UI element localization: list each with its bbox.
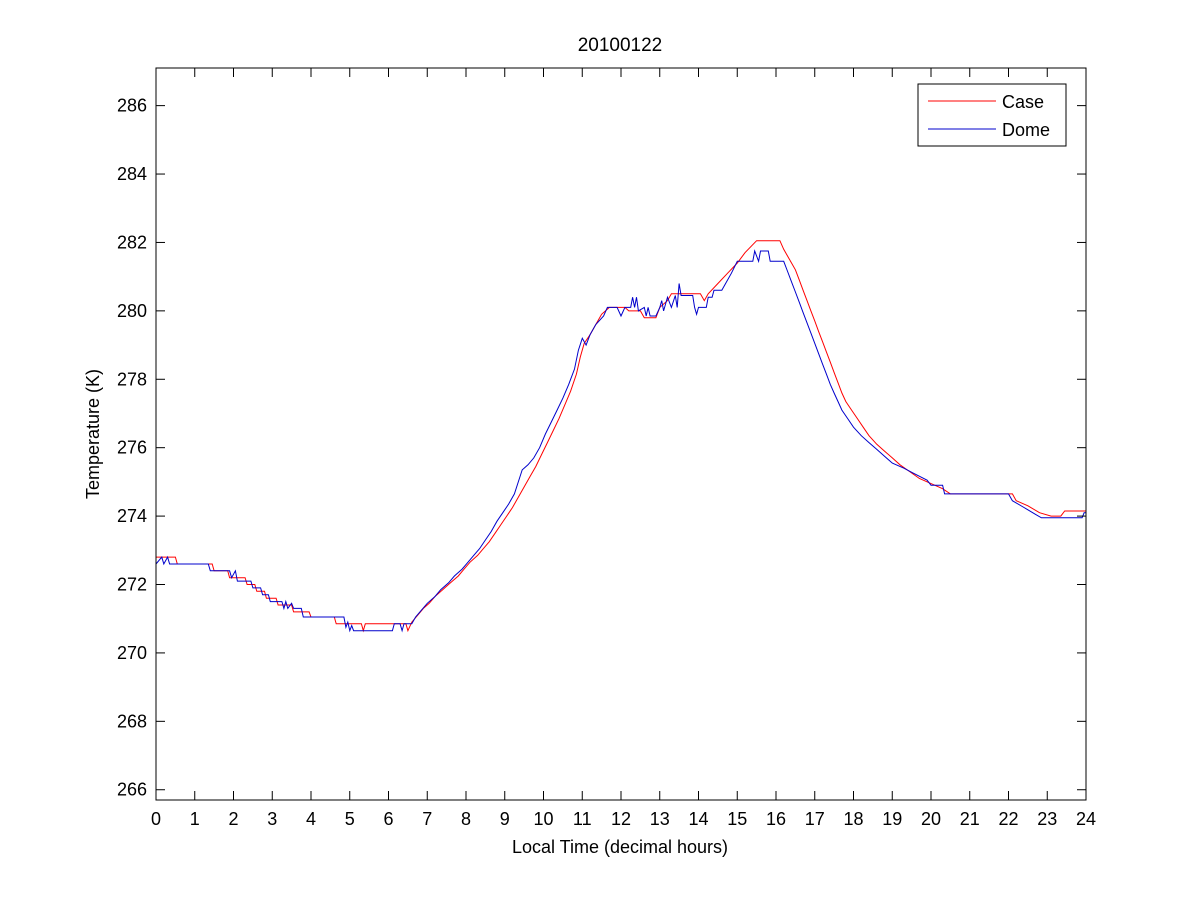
y-tick-label: 268	[117, 711, 147, 731]
y-tick-label: 272	[117, 575, 147, 595]
plot-area	[156, 68, 1086, 800]
x-tick-label: 5	[345, 809, 355, 829]
x-tick-label: 3	[267, 809, 277, 829]
legend-label-case: Case	[1002, 92, 1044, 112]
x-tick-label: 15	[727, 809, 747, 829]
legend-label-dome: Dome	[1002, 120, 1050, 140]
x-tick-label: 19	[882, 809, 902, 829]
x-tick-label: 12	[611, 809, 631, 829]
x-tick-label: 24	[1076, 809, 1096, 829]
x-tick-label: 14	[688, 809, 708, 829]
y-tick-label: 266	[117, 780, 147, 800]
x-tick-label: 11	[573, 809, 592, 829]
x-tick-label: 1	[190, 809, 200, 829]
x-tick-label: 17	[805, 809, 825, 829]
x-tick-label: 0	[151, 809, 161, 829]
x-tick-label: 16	[766, 809, 786, 829]
x-tick-label: 21	[960, 809, 980, 829]
x-tick-label: 2	[228, 809, 238, 829]
y-tick-label: 270	[117, 643, 147, 663]
x-tick-label: 18	[843, 809, 863, 829]
y-axis: 266 268 270 272 274 276 278 280 282 284 286	[117, 96, 1086, 800]
y-tick-label: 280	[117, 301, 147, 321]
x-tick-label: 9	[500, 809, 510, 829]
chart-title: 20100122	[578, 35, 663, 56]
series-line-dome	[155, 249, 1086, 633]
x-tick-label: 10	[533, 809, 553, 829]
y-tick-label: 274	[117, 506, 147, 526]
x-tick-label: 8	[461, 809, 471, 829]
x-axis: 0 1 2 3 4 5 6 7 8 9 10 11 12 13 14 15 16 17 18 19 20 21 22 23 24	[151, 68, 1096, 829]
x-axis-label: Local Time (decimal hours)	[512, 837, 728, 857]
y-axis-label: Temperature (K)	[83, 369, 103, 499]
x-tick-label: 4	[306, 809, 316, 829]
x-tick-label: 13	[650, 809, 670, 829]
y-tick-label: 284	[117, 164, 147, 184]
x-tick-label: 7	[422, 809, 432, 829]
series-layer	[155, 240, 1086, 633]
legend-box	[917, 83, 1067, 147]
x-tick-label: 20	[921, 809, 941, 829]
y-tick-label: 286	[117, 96, 147, 116]
legend: Case Dome	[917, 83, 1067, 147]
x-tick-label: 6	[383, 809, 393, 829]
y-tick-label: 282	[117, 232, 147, 252]
y-tick-label: 278	[117, 369, 147, 389]
y-tick-label: 276	[117, 438, 147, 458]
x-tick-label: 23	[1037, 809, 1057, 829]
x-tick-label: 22	[998, 809, 1018, 829]
